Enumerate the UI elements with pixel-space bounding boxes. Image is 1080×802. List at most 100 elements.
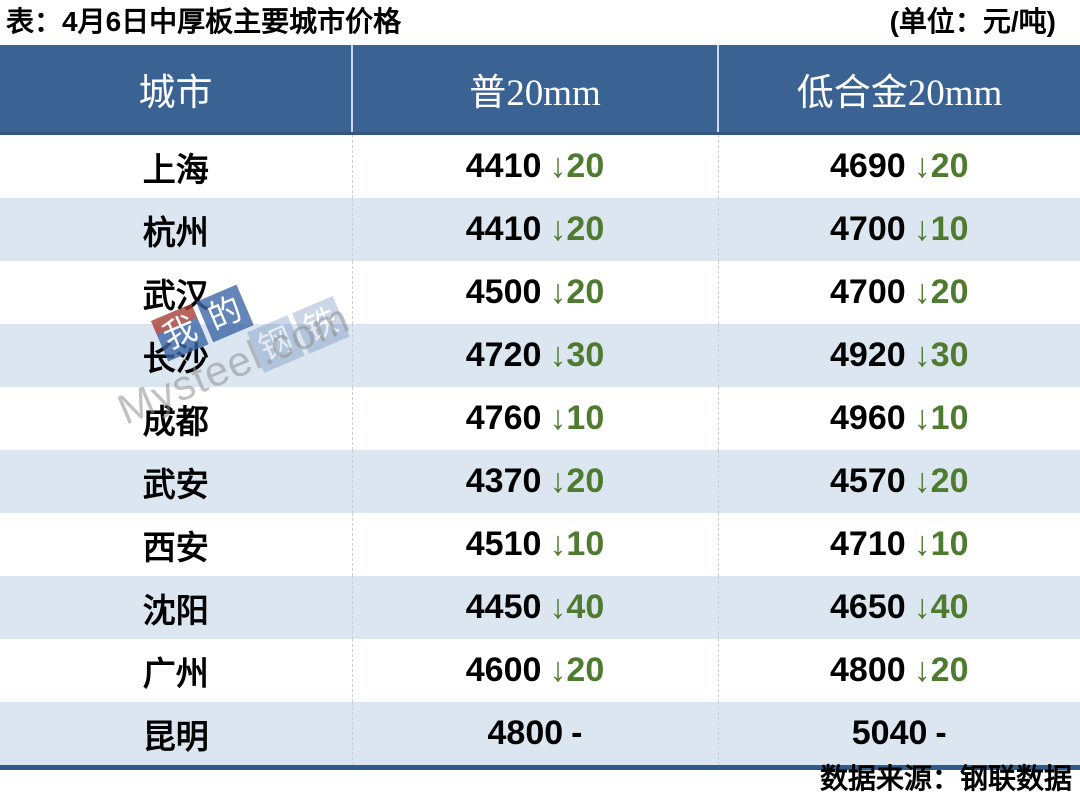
city-cell: 成都 — [0, 387, 352, 450]
city-cell: 武安 — [0, 450, 352, 513]
price-change: ↓20 — [913, 651, 969, 689]
table-row: 广州 4600 ↓20 4800 ↓20 — [0, 639, 1080, 702]
price-cell: 4710 ↓10 — [717, 513, 1080, 576]
price-change: ↓10 — [549, 525, 605, 563]
column-header-city: 城市 — [0, 45, 352, 135]
price-cell: 4370 ↓20 — [351, 450, 718, 513]
price-change: ↓20 — [913, 462, 969, 500]
figure-header: 表：4月6日中厚板主要城市价格 (单位：元/吨) — [0, 0, 1080, 45]
price-change: ↓10 — [913, 399, 969, 437]
price-change: ↓10 — [549, 399, 605, 437]
column-header-lowalloy20mm: 低合金20mm — [717, 45, 1080, 135]
price-cell: 4960 ↓10 — [717, 387, 1080, 450]
price-change: ↓20 — [549, 462, 605, 500]
price-cell: 4570 ↓20 — [717, 450, 1080, 513]
price-cell: 4700 ↓20 — [717, 261, 1080, 324]
city-name: 西安 — [142, 528, 209, 566]
price-table: 城市 普20mm 低合金20mm 上海 4410 ↓20 4690 ↓20 杭州 4410 ↓… — [0, 45, 1080, 770]
price-change: - — [571, 714, 583, 752]
table-row: 昆明 4800-5040- — [0, 702, 1080, 768]
table-row: 成都 4760 ↓10 4960 ↓10 — [0, 387, 1080, 450]
price-change: ↓30 — [913, 336, 969, 374]
price-value: 4800 — [487, 714, 564, 752]
city-name: 武安 — [142, 465, 209, 503]
city-name: 成都 — [142, 402, 209, 440]
price-change: ↓20 — [549, 273, 605, 311]
table-row: 武汉 4500 ↓20 4700 ↓20 — [0, 261, 1080, 324]
price-value: 4500 — [465, 273, 542, 311]
city-cell: 武汉 — [0, 261, 352, 324]
city-cell: 上海 — [0, 134, 352, 199]
city-name: 武汉 — [142, 276, 209, 314]
city-cell: 杭州 — [0, 198, 352, 261]
price-value: 4650 — [830, 588, 906, 626]
price-value: 4450 — [465, 588, 542, 626]
price-cell: 4410 ↓20 — [351, 198, 718, 261]
city-name: 长沙 — [142, 339, 209, 377]
price-cell: 4760 ↓10 — [351, 387, 718, 450]
price-value: 4600 — [465, 651, 542, 689]
table-row: 上海 4410 ↓20 4690 ↓20 — [0, 133, 1080, 199]
price-cell: 4450 ↓40 — [351, 576, 718, 639]
price-cell: 4800- — [351, 702, 718, 768]
price-change: ↓30 — [549, 336, 605, 374]
table-header-row: 城市 普20mm 低合金20mm — [0, 45, 1080, 135]
price-value: 4700 — [830, 210, 906, 248]
column-header-p20mm: 普20mm — [351, 45, 718, 135]
city-name: 沈阳 — [142, 591, 209, 629]
price-change: ↓20 — [913, 147, 969, 185]
price-change: ↓10 — [913, 525, 969, 563]
price-value: 4800 — [830, 651, 906, 689]
price-change: ↓20 — [549, 210, 605, 248]
city-name: 上海 — [142, 150, 209, 188]
city-cell: 西安 — [0, 513, 352, 576]
table-body: 上海 4410 ↓20 4690 ↓20 杭州 4410 ↓20 4700 ↓10 武汉 4500 ↓2… — [0, 133, 1080, 768]
price-change: ↓40 — [913, 588, 969, 626]
price-value: 4700 — [830, 273, 906, 311]
price-value: 4570 — [830, 462, 906, 500]
price-cell: 4920 ↓30 — [717, 324, 1080, 387]
table-row: 武安 4370 ↓20 4570 ↓20 — [0, 450, 1080, 513]
price-value: 4920 — [830, 336, 906, 374]
price-cell: 4600 ↓20 — [351, 639, 718, 702]
city-name: 昆明 — [142, 717, 209, 755]
table-row: 沈阳 4450 ↓40 4650 ↓40 — [0, 576, 1080, 639]
city-cell: 广州 — [0, 639, 352, 702]
city-cell: 昆明 — [0, 702, 352, 768]
price-cell: 4650 ↓40 — [717, 576, 1080, 639]
table-title: 表：4月6日中厚板主要城市价格 — [6, 6, 402, 37]
price-change: ↓20 — [549, 147, 605, 185]
price-change: ↓40 — [549, 588, 605, 626]
price-value: 4410 — [465, 210, 542, 248]
price-value: 4510 — [465, 525, 542, 563]
unit-label: (单位：元/吨) — [889, 6, 1056, 37]
price-cell: 4500 ↓20 — [351, 261, 718, 324]
price-cell: 4800 ↓20 — [717, 639, 1080, 702]
price-cell: 4510 ↓10 — [351, 513, 718, 576]
table-row: 杭州 4410 ↓20 4700 ↓10 — [0, 198, 1080, 261]
price-value: 5040 — [851, 714, 928, 752]
price-cell: 4700 ↓10 — [717, 198, 1080, 261]
city-name: 杭州 — [142, 213, 209, 251]
price-cell: 4410 ↓20 — [351, 133, 718, 198]
city-cell: 长沙 — [0, 324, 352, 387]
table-row: 西安 4510 ↓10 4710 ↓10 — [0, 513, 1080, 576]
price-change: ↓20 — [913, 273, 969, 311]
city-name: 广州 — [142, 654, 209, 692]
price-value: 4370 — [465, 462, 542, 500]
price-change: ↓20 — [549, 651, 605, 689]
city-cell: 沈阳 — [0, 576, 352, 639]
price-cell: 4690 ↓20 — [717, 133, 1080, 198]
price-change: ↓10 — [913, 210, 969, 248]
price-value: 4760 — [465, 399, 542, 437]
price-cell: 4720 ↓30 — [351, 324, 718, 387]
price-value: 4720 — [465, 336, 542, 374]
data-source-label: 数据来源：钢联数据 — [819, 763, 1072, 794]
price-value: 4710 — [830, 525, 906, 563]
table-row: 长沙 4720 ↓30 4920 ↓30 — [0, 324, 1080, 387]
price-change: - — [935, 714, 947, 752]
price-value: 4410 — [465, 147, 542, 185]
price-value: 4960 — [830, 399, 906, 437]
price-cell: 5040- — [717, 702, 1080, 768]
